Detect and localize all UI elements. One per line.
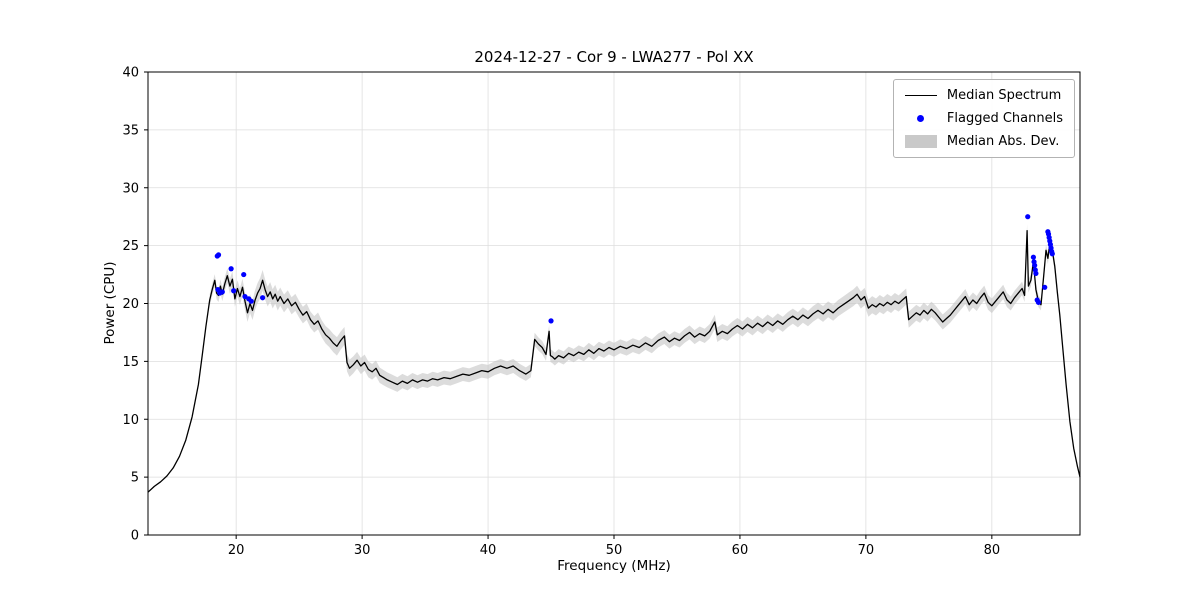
x-axis-label: Frequency (MHz): [557, 558, 671, 574]
flagged-channel-dot: [260, 295, 266, 301]
flagged-channel-dot: [1042, 284, 1048, 290]
legend-label: Median Abs. Dev.: [946, 134, 1060, 149]
flagged-channel-dot: [248, 298, 254, 304]
legend-label: Median Spectrum: [946, 88, 1062, 103]
legend-label: Flagged Channels: [946, 111, 1063, 126]
flagged-channel-dot: [228, 266, 234, 272]
band-swatch-icon: [904, 135, 937, 148]
chart-title: 2024-12-27 - Cor 9 - LWA277 - Pol XX: [474, 48, 754, 66]
flagged-channel-dot: [548, 318, 554, 324]
x-tick-label: 60: [732, 543, 749, 558]
median-spectrum-line: [147, 229, 1081, 493]
x-tick-label: 20: [228, 543, 245, 558]
line-swatch-icon: [904, 95, 937, 96]
flagged-channel-dot: [219, 289, 225, 295]
legend: Median Spectrum Flagged Channels Median …: [892, 79, 1075, 158]
y-tick-label: 40: [122, 66, 139, 81]
x-tick-label: 30: [354, 543, 371, 558]
flagged-channel-dot: [1030, 254, 1036, 260]
flagged-channel-dot: [1049, 251, 1055, 257]
legend-entry-median-spectrum: Median Spectrum: [904, 88, 1063, 103]
y-tick-label: 10: [122, 413, 139, 428]
x-tick-label: 50: [606, 543, 623, 558]
flagged-channel-dot: [1035, 299, 1042, 305]
x-tick-label: 70: [858, 543, 875, 558]
y-tick-label: 15: [122, 355, 139, 370]
legend-entry-flagged-channels: Flagged Channels: [905, 111, 1063, 126]
dot-swatch-icon: [905, 115, 937, 122]
y-tick-label: 5: [131, 471, 139, 486]
y-tick-label: 35: [122, 123, 139, 138]
x-tick-label: 40: [480, 543, 497, 558]
flagged-channel-dot: [1032, 262, 1038, 268]
median-abs-dev-band: [209, 224, 1060, 392]
x-tick-label: 80: [984, 543, 1001, 558]
y-axis-label: Power (CPU): [102, 261, 118, 345]
flagged-channel-dot: [242, 293, 248, 300]
flagged-channel-dot: [1033, 270, 1039, 277]
flagged-channel-dot: [231, 288, 237, 294]
y-tick-label: 30: [122, 181, 139, 196]
flagged-channel-dot: [1025, 214, 1031, 220]
flagged-channel-dot: [215, 252, 222, 258]
flagged-channel-dot: [241, 271, 247, 278]
axis-ticks: 20 30 40 50 60 70 80 0 5 10 15 20 25 30 35 40: [122, 66, 1000, 559]
y-tick-label: 25: [122, 239, 139, 254]
y-tick-label: 0: [131, 529, 139, 544]
flagged-channels-points: [214, 214, 1055, 324]
y-tick-label: 20: [122, 297, 139, 312]
legend-entry-median-abs-dev: Median Abs. Dev.: [904, 134, 1063, 149]
